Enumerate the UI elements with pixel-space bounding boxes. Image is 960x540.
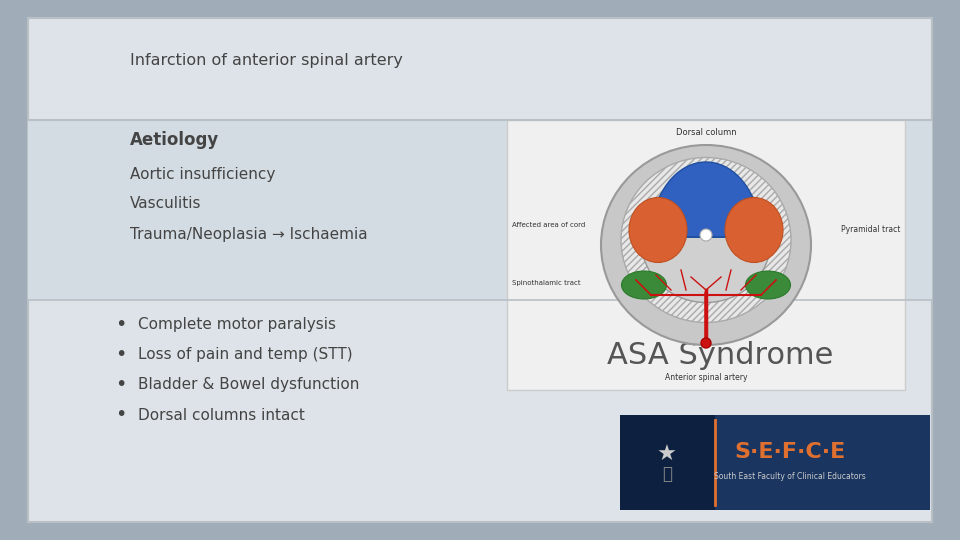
Text: •: • — [115, 375, 127, 395]
Ellipse shape — [601, 145, 811, 345]
Text: Spinothalamic tract: Spinothalamic tract — [512, 280, 581, 286]
FancyBboxPatch shape — [28, 18, 932, 522]
Ellipse shape — [701, 338, 711, 348]
Text: •: • — [115, 315, 127, 334]
Text: Complete motor paralysis: Complete motor paralysis — [138, 318, 336, 333]
Text: Loss of pain and temp (STT): Loss of pain and temp (STT) — [138, 348, 352, 362]
Ellipse shape — [641, 178, 771, 302]
Text: Bladder & Bowel dysfunction: Bladder & Bowel dysfunction — [138, 377, 359, 393]
Text: •: • — [115, 346, 127, 365]
Ellipse shape — [725, 198, 783, 262]
FancyBboxPatch shape — [620, 415, 715, 510]
Text: Affected area of cord: Affected area of cord — [512, 222, 586, 228]
Text: South East Faculty of Clinical Educators: South East Faculty of Clinical Educators — [714, 472, 866, 481]
Text: ★: ★ — [657, 444, 677, 464]
Text: •: • — [115, 406, 127, 424]
Text: Pyramidal tract: Pyramidal tract — [841, 226, 900, 234]
FancyBboxPatch shape — [28, 120, 932, 300]
Ellipse shape — [700, 229, 712, 241]
Ellipse shape — [621, 271, 666, 299]
Text: Dorsal column: Dorsal column — [676, 128, 736, 137]
Text: ASA Syndrome: ASA Syndrome — [607, 341, 833, 369]
FancyBboxPatch shape — [620, 415, 930, 510]
Text: S·E·F·C·E: S·E·F·C·E — [734, 442, 846, 462]
Text: Anterior spinal artery: Anterior spinal artery — [664, 373, 747, 382]
Text: Aortic insufficiency: Aortic insufficiency — [130, 166, 276, 181]
Text: Vasculitis: Vasculitis — [130, 195, 202, 211]
Ellipse shape — [746, 271, 790, 299]
Text: Infarction of anterior spinal artery: Infarction of anterior spinal artery — [130, 52, 403, 68]
Polygon shape — [651, 162, 761, 237]
Text: Dorsal columns intact: Dorsal columns intact — [138, 408, 305, 422]
Text: Trauma/Neoplasia → Ischaemia: Trauma/Neoplasia → Ischaemia — [130, 227, 368, 242]
Ellipse shape — [621, 158, 791, 322]
Ellipse shape — [629, 198, 687, 262]
Text: 🏴: 🏴 — [662, 465, 672, 483]
Text: Aetiology: Aetiology — [130, 131, 219, 149]
FancyBboxPatch shape — [507, 120, 905, 390]
